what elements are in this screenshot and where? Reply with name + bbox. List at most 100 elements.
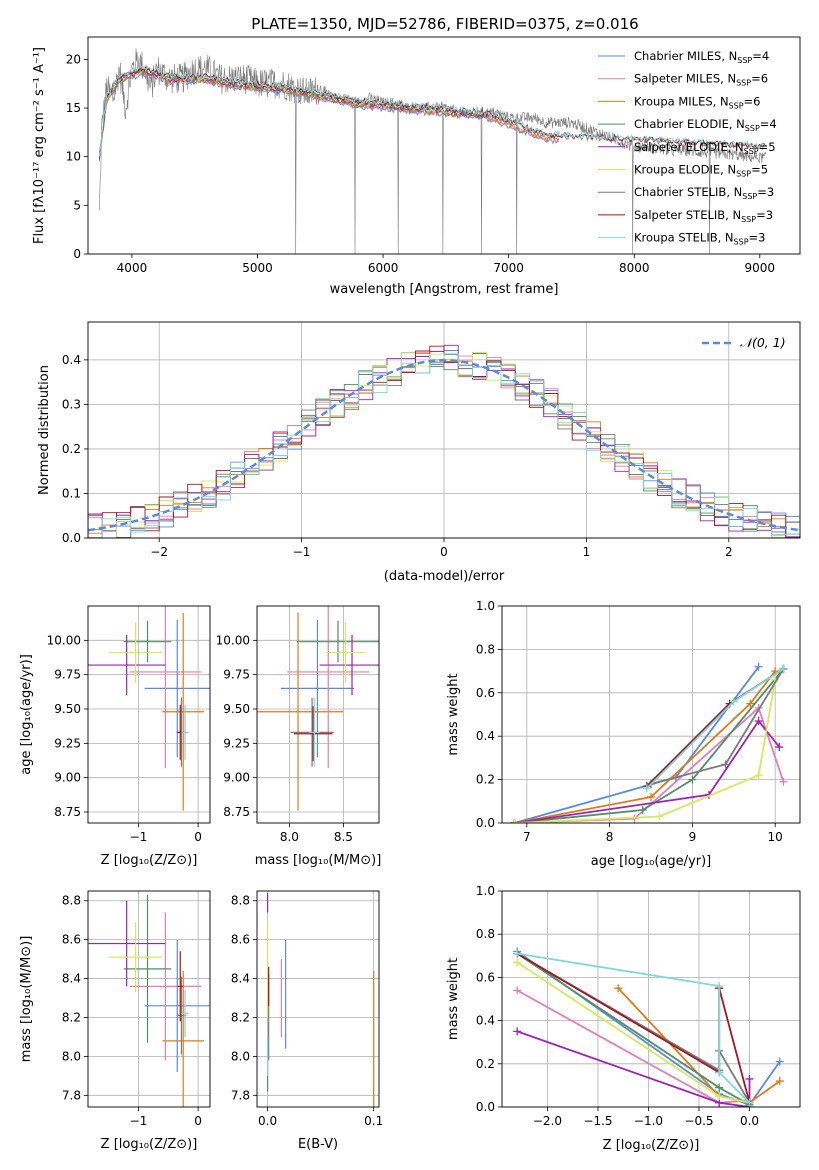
y-tick-label: 15 — [66, 101, 81, 115]
histogram-steps — [88, 353, 800, 538]
legend-subscript: SSP — [737, 56, 752, 65]
legend-name: Salpeter STELIB, N — [634, 208, 741, 222]
y-tick-label: 5 — [73, 198, 81, 212]
legend-subscript: SSP — [745, 124, 760, 133]
weight-marker — [754, 717, 763, 726]
weight-marker — [754, 771, 763, 780]
y-tick-label: 0.3 — [62, 397, 81, 411]
weight-marker — [642, 784, 651, 793]
weight-marker — [715, 982, 724, 991]
figure-title: PLATE=1350, MJD=52786, FIBERID=0375, z=0… — [251, 15, 638, 33]
y-tick-label: 9.00 — [54, 771, 81, 785]
legend-label: Kroupa ELODIE, NSSP=5 — [634, 163, 768, 179]
x-tick-label: −2 — [150, 545, 168, 559]
legend-name: Chabrier MILES, N — [634, 49, 737, 63]
y-tick-label: 8.0 — [231, 1049, 250, 1063]
y-tick-label: 0.2 — [62, 442, 81, 456]
legend-subscript: SSP — [744, 147, 759, 156]
spectrum-panel: 4000 5000 6000 7000 8000 9000 0 5 10 15 20 waveleng… — [32, 36, 801, 297]
x-tick-label: 8000 — [619, 261, 650, 275]
weight-marker — [775, 1077, 784, 1086]
weight-marker — [715, 1083, 724, 1092]
y-tick-label: 8.8 — [62, 894, 81, 908]
legend-subscript: SSP — [742, 192, 757, 201]
weight-marker — [655, 812, 664, 821]
legend-name: Salpeter ELODIE, N — [634, 140, 744, 154]
y-tick-label: 0.0 — [476, 1100, 495, 1114]
x-axis-label: (data-model)/error — [384, 569, 505, 584]
x-tick-label: 1 — [583, 545, 591, 559]
weight-marker — [746, 699, 755, 708]
y-tick-label: 8.4 — [231, 972, 250, 986]
legend-name: Kroupa ELODIE, N — [634, 163, 736, 177]
y-tick-label: 9.75 — [223, 668, 250, 682]
y-tick-label: 9.25 — [54, 736, 81, 750]
weight-marker — [779, 777, 788, 786]
x-tick-label: 0.0 — [740, 1114, 759, 1128]
y-tick-label: 10.00 — [47, 633, 81, 647]
axes-frame — [87, 36, 801, 255]
gaussian-reference-curve — [88, 359, 800, 532]
x-axis-label: Z [log₁₀(Z/Z⊙)] — [603, 1138, 700, 1153]
weight-marker — [513, 986, 522, 995]
weight-marker — [647, 792, 655, 801]
weight-marker — [715, 1092, 724, 1101]
legend-label: Chabrier MILES, NSSP=4 — [634, 49, 769, 65]
legend-name: Chabrier STELIB, N — [634, 185, 742, 199]
y-tick-label: 0.6 — [476, 970, 495, 984]
y-tick-label: 7.8 — [62, 1088, 81, 1102]
x-axis-label: E(B-V) — [298, 1137, 338, 1152]
x-tick-label: −1.0 — [634, 1114, 663, 1128]
weight-vs-metallicity-panel: −2.0 −1.5 −1.0 −0.5 0.0 0.0 0.2 0.4 0.6 0.8 1.0 Z [… — [446, 884, 801, 1153]
legend-suffix: =4 — [752, 49, 769, 63]
weight-marker — [614, 984, 623, 993]
x-tick-label: 10 — [768, 830, 783, 844]
x-tick-label: 7000 — [493, 261, 524, 275]
x-tick-label: 8.0 — [280, 830, 299, 844]
legend-suffix: =5 — [759, 140, 776, 154]
weight-line — [517, 952, 751, 1104]
legend-suffix: =6 — [744, 94, 761, 108]
plot-area — [88, 606, 210, 811]
y-tick-label: 0.2 — [476, 773, 495, 787]
y-tick-label: 0.4 — [476, 729, 495, 743]
y-tick-label: 10 — [66, 150, 81, 164]
x-tick-label: 0.1 — [364, 1114, 383, 1128]
axes-frame — [501, 605, 801, 824]
weight-marker — [513, 958, 522, 967]
y-tick-label: 9.00 — [223, 771, 250, 785]
weight-marker — [630, 814, 639, 823]
y-tick-label: 1.0 — [476, 884, 495, 898]
legend-subscript: SSP — [736, 170, 751, 179]
weight-line — [514, 668, 785, 823]
legend-subscript: SSP — [729, 101, 744, 110]
y-tick-label: 9.50 — [54, 702, 81, 716]
weight-line — [514, 679, 777, 823]
axes-frame — [87, 605, 211, 824]
y-tick-label: 0.1 — [62, 486, 81, 500]
histogram-steps — [88, 354, 800, 538]
y-tick-label: 0.6 — [476, 686, 495, 700]
axes-frame — [87, 890, 211, 1108]
weight-marker — [775, 743, 784, 752]
x-tick-label: 6000 — [368, 261, 399, 275]
y-tick-label: 10.00 — [216, 633, 250, 647]
weight-line — [516, 952, 750, 1106]
mass-vs-metallicity-panel: −1 0 7.8 8.0 8.2 8.4 8.6 8.8 Z [log₁₀(Z/Z⊙)] mass… — [19, 890, 211, 1152]
y-tick-label: 0.8 — [476, 927, 495, 941]
legend-subscript: SSP — [741, 215, 756, 224]
weight-marker — [745, 1098, 754, 1107]
histogram-steps — [88, 345, 800, 538]
axes-frame — [256, 605, 380, 824]
weight-marker — [729, 697, 738, 706]
y-tick-label: 20 — [66, 52, 81, 66]
legend-name: Chabrier ELODIE, N — [634, 117, 745, 131]
plot-area — [267, 892, 375, 1107]
y-tick-label: 8.0 — [62, 1049, 81, 1063]
y-tick-label: 8.6 — [231, 933, 250, 947]
axes-frame — [501, 890, 801, 1108]
residuals-panel: −2 −1 0 1 2 0.0 0.1 0.2 0.3 0.4 (data-model)/error… — [37, 321, 801, 584]
legend-label: Kroupa STELIB, NSSP=3 — [634, 231, 765, 247]
y-tick-label: 8.4 — [62, 972, 81, 986]
